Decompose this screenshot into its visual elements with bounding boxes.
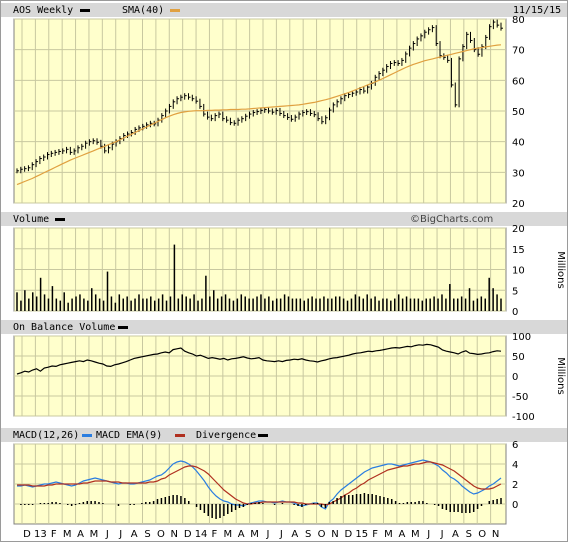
legend-divergence-label: Divergence — [196, 430, 256, 441]
x-tick-label: O — [157, 529, 165, 540]
x-tick-label: N — [492, 529, 499, 540]
legend-obv-swatch — [118, 326, 128, 329]
legend-price-label: AOS Weekly — [13, 5, 73, 16]
series-line-sma-40- — [16, 44, 502, 186]
x-tick-label: 14 — [195, 529, 208, 540]
panel-obv — [13, 335, 507, 417]
x-tick-label: M — [411, 529, 420, 540]
y-tick-label: 10 — [512, 266, 525, 277]
y-tick-label: 6 — [512, 440, 518, 451]
x-tick-label: J — [105, 529, 109, 540]
panel-price — [13, 18, 507, 204]
obv-y-axis-label: Millions — [555, 357, 566, 394]
legend-volume-swatch — [55, 218, 65, 221]
legend-divergence-swatch — [258, 434, 268, 437]
y-tick-label: 0 — [512, 307, 518, 318]
y-tick-label: 60 — [512, 76, 525, 87]
x-tick-label: O — [318, 529, 326, 540]
x-tick-label: S — [144, 529, 150, 540]
y-tick-label: 50 — [512, 352, 525, 363]
x-tick-label: F — [372, 529, 378, 540]
y-tick-label: 100 — [512, 332, 531, 343]
x-tick-label: M — [90, 529, 99, 540]
legend-strip — [1, 212, 567, 226]
y-tick-label: 5 — [512, 286, 518, 297]
legend-macd-ema-swatch — [175, 434, 185, 437]
legend-macd-ema-label: MACD EMA(9) — [96, 430, 162, 441]
x-tick-label: M — [384, 529, 393, 540]
x-tick-label: M — [224, 529, 233, 540]
x-tick-label: F — [51, 529, 57, 540]
legend-strips — [1, 3, 567, 442]
series-line-macd-12-26- — [17, 459, 502, 510]
x-tick-label: A — [238, 529, 245, 540]
x-tick-label: 13 — [34, 529, 47, 540]
x-tick-label: F — [212, 529, 218, 540]
y-tick-label: 2 — [512, 480, 518, 491]
y-tick-label: -50 — [512, 392, 528, 403]
y-tick-label: 20 — [512, 199, 525, 210]
x-tick-label: S — [466, 529, 472, 540]
x-tick-label: N — [331, 529, 338, 540]
date-label: 11/15/15 — [513, 5, 561, 16]
x-tick-label: M — [63, 529, 72, 540]
watermark-label: ©BigCharts.com — [410, 214, 493, 225]
x-tick-label: N — [171, 529, 178, 540]
x-tick-label: A — [131, 529, 138, 540]
legend-macd-swatch — [82, 434, 92, 437]
x-tick-label: 15 — [355, 529, 368, 540]
panel-macd — [13, 443, 507, 525]
x-tick-label: J — [279, 529, 283, 540]
y-tick-label: 0 — [512, 500, 518, 511]
legend-macd-label: MACD(12,26) — [13, 430, 79, 441]
y-tick-label: 4 — [512, 460, 518, 471]
y-tick-label: 40 — [512, 138, 525, 149]
x-tick-label: A — [291, 529, 298, 540]
legend-strip — [1, 320, 567, 334]
legend-price-swatch — [80, 9, 90, 12]
x-tick-label: J — [426, 529, 430, 540]
x-tick-label: D — [184, 529, 192, 540]
x-tick-label: S — [305, 529, 311, 540]
x-tick-label: J — [118, 529, 122, 540]
legend-sma-swatch — [170, 9, 180, 12]
y-tick-label: 50 — [512, 107, 525, 118]
legend-volume-label: Volume — [13, 214, 49, 225]
y-tick-label: 70 — [512, 46, 525, 57]
series-line-on-balance-volume — [16, 343, 502, 375]
x-tick-label: A — [452, 529, 459, 540]
y-tick-label: -100 — [512, 412, 535, 423]
legend-strip — [1, 428, 567, 442]
legend-obv-label: On Balance Volume — [13, 322, 115, 333]
legend-strip — [1, 3, 567, 17]
y-tick-label: 15 — [512, 245, 525, 256]
y-tick-label: 80 — [512, 15, 525, 26]
panel-volume — [13, 227, 507, 312]
y-tick-label: 0 — [512, 372, 518, 383]
x-tick-label: M — [250, 529, 259, 540]
x-tick-label: O — [478, 529, 486, 540]
x-tick-label: D — [344, 529, 352, 540]
legend-sma-label: SMA(40) — [122, 5, 164, 16]
y-tick-label: 20 — [512, 224, 525, 235]
y-tick-label: 30 — [512, 168, 525, 179]
x-tick-label: D — [23, 529, 31, 540]
x-tick-label: A — [398, 529, 405, 540]
x-tick-label: J — [266, 529, 270, 540]
volume-y-axis-label: Millions — [555, 251, 566, 288]
x-tick-label: J — [440, 529, 444, 540]
x-tick-label: A — [77, 529, 84, 540]
